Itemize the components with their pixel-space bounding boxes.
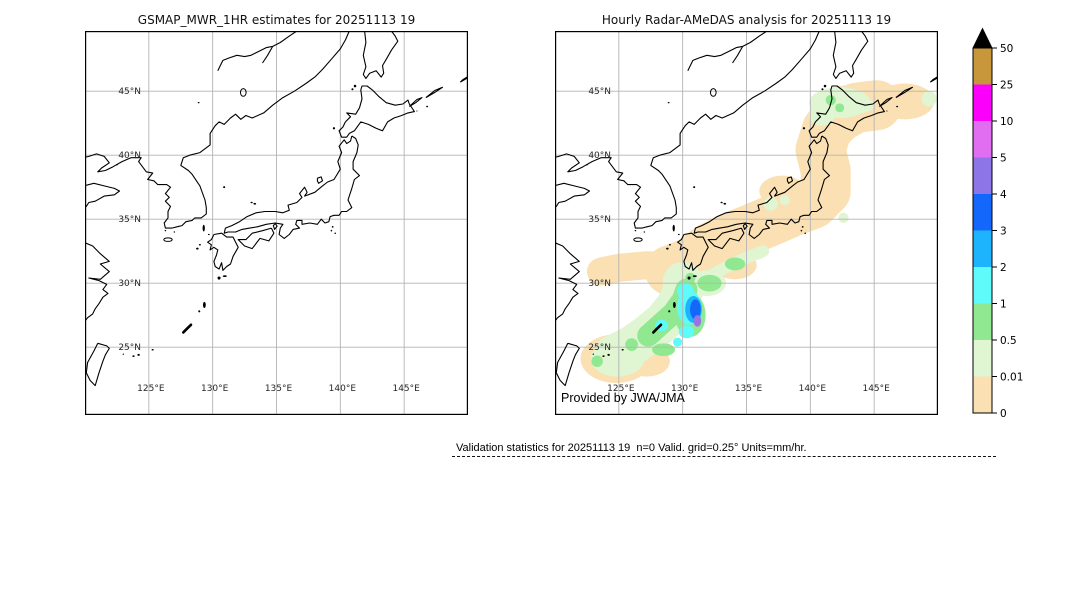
right-panel-title: Hourly Radar-AMeDAS analysis for 2025111… (601, 13, 892, 27)
lon-tick-label: 140°E (799, 384, 827, 394)
lat-tick-label: 45°N (588, 87, 611, 97)
coastlines (85, 31, 468, 387)
colorbar-tick-label: 5 (1000, 152, 1007, 164)
lon-tick-label: 125°E (137, 384, 165, 394)
data-credit: Provided by JWA/JMA (561, 391, 685, 405)
gsmap-map-panel: 125°E 130°E 135°E 140°E 145°E 45°N 40°N 35°N 30°… (85, 31, 468, 415)
colorbar-tick-label: 2 (1000, 262, 1007, 274)
left-panel-title: GSMAP_MWR_1HR estimates for 20251113 19 (137, 13, 416, 27)
axis-tick-labels: 125°E 130°E 135°E 140°E 145°E 45°N 40°N 35°N 30°… (118, 87, 420, 394)
map-border (555, 31, 938, 415)
radar-amedas-map-panel: 125°E 130°E 135°E 140°E 145°E 45°N 40°N 35°N 30°… (555, 31, 938, 415)
colorbar-tick-label: 0.5 (1000, 335, 1017, 347)
lat-tick-label: 35°N (588, 215, 611, 225)
colorbar-segment (973, 121, 992, 158)
colorbar-tick-label: 4 (1000, 189, 1007, 201)
validation-statistics-text: Validation statistics for 20251113 19 n=… (456, 442, 807, 454)
colorbar-tick-label: 50 (1000, 43, 1013, 55)
colorbar-segment (973, 194, 992, 231)
colorbar-segment (973, 267, 992, 304)
colorbar-segment (973, 84, 992, 122)
coastlines (555, 31, 938, 387)
precipitation-colorbar: 50 25 10 5 4 3 2 1 0.5 0.01 0 (972, 27, 1023, 420)
colorbar-tick-label: 0 (1000, 408, 1007, 420)
colorbar-tick-label: 0.01 (1000, 371, 1023, 383)
colorbar-segment (973, 340, 992, 377)
colorbar-tick-label: 3 (1000, 225, 1007, 237)
grid-lines (85, 31, 468, 415)
colorbar-tick-label: 10 (1000, 116, 1013, 128)
lon-tick-label: 130°E (671, 384, 699, 394)
grid-lines (555, 31, 938, 415)
colorbar-segment (973, 230, 992, 268)
lat-tick-label: 35°N (118, 215, 141, 225)
lat-tick-label: 25°N (588, 343, 611, 353)
lat-tick-label: 40°N (118, 151, 141, 161)
lat-tick-label: 25°N (118, 343, 141, 353)
lon-tick-label: 140°E (329, 384, 357, 394)
lon-tick-label: 135°E (265, 384, 293, 394)
axis-tick-labels: 125°E 130°E 135°E 140°E 145°E 45°N 40°N 35°N 30°… (588, 87, 890, 394)
lon-tick-label: 130°E (201, 384, 229, 394)
lat-tick-label: 40°N (588, 151, 611, 161)
colorbar-overflow-arrow (972, 27, 993, 48)
colorbar-segment (973, 157, 992, 195)
colorbar-segment (973, 48, 992, 85)
lat-tick-label: 30°N (118, 279, 141, 289)
colorbar-tick-label: 25 (1000, 79, 1013, 91)
lon-tick-label: 125°E (607, 384, 635, 394)
map-border (85, 31, 468, 415)
precipitation-layer (580, 80, 937, 383)
lon-tick-label: 145°E (862, 384, 890, 394)
colorbar-segment (973, 376, 992, 414)
lat-tick-label: 30°N (588, 279, 611, 289)
lat-tick-label: 45°N (118, 87, 141, 97)
dashed-separator (452, 456, 996, 457)
lon-tick-label: 135°E (735, 384, 763, 394)
colorbar-segment (973, 303, 992, 341)
colorbar-tick-label: 1 (1000, 298, 1007, 310)
lon-tick-label: 145°E (392, 384, 420, 394)
